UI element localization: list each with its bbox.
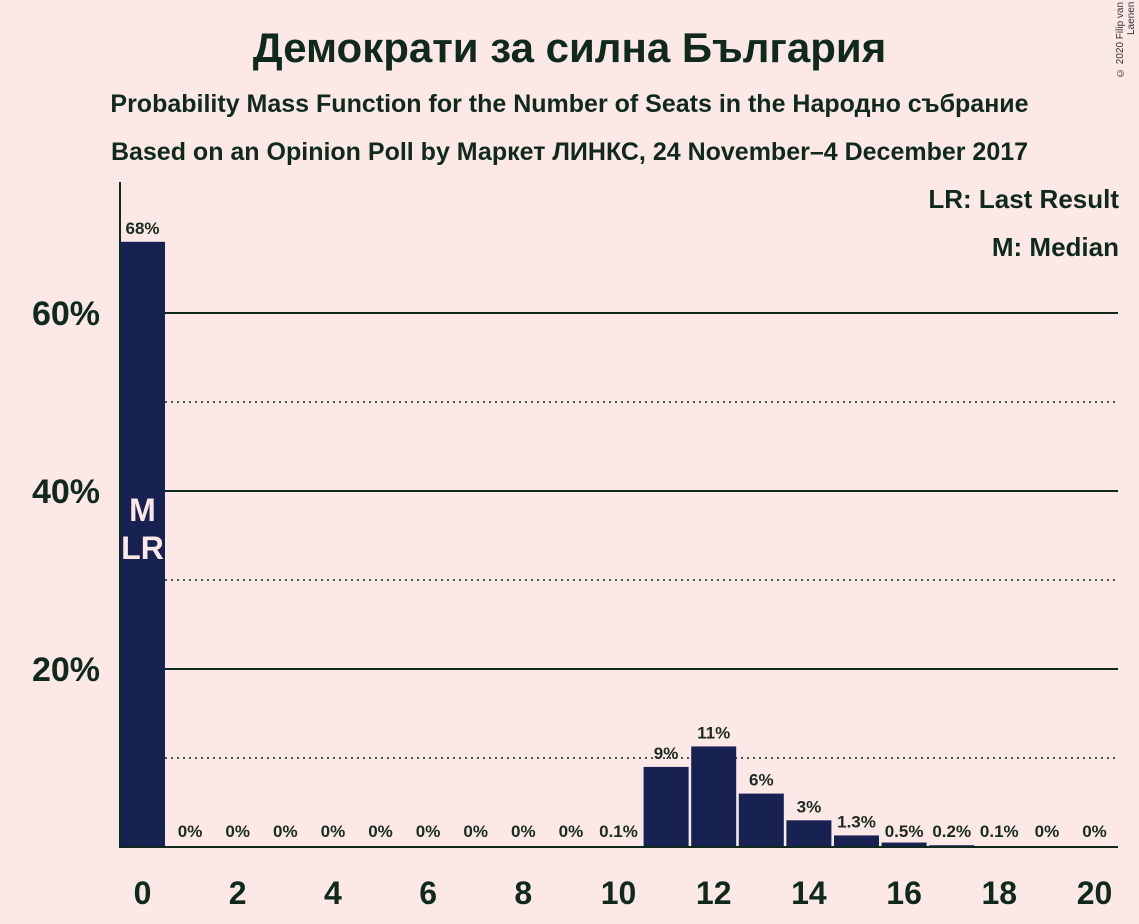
chart-source-subtitle: Based on an Opinion Poll by Маркет ЛИНКС… [110,138,1029,166]
last-result-marker: LR [121,530,164,566]
x-tick-label: 18 [982,875,1018,911]
data-label: 68% [125,219,159,238]
bar [881,842,927,847]
data-label: 0.1% [980,822,1019,841]
chart-subtitle: Probability Mass Function for the Number… [110,90,1029,118]
data-label: 11% [697,723,730,742]
data-label: 0% [463,822,488,841]
y-tick-label: 40% [32,473,100,511]
data-label: 0% [273,822,298,841]
bar [738,793,784,847]
bar [120,241,165,848]
legend-median: M: Median [991,232,1119,262]
data-label: 0% [416,822,441,841]
x-tick-label: 4 [324,875,342,911]
data-label: 1.3% [837,812,876,831]
data-label: 0% [1035,822,1060,841]
data-label: 0% [225,822,250,841]
data-label: 6% [749,771,774,790]
data-label: 0% [368,822,393,841]
data-label: 0.5% [885,822,924,841]
legend-last-result: LR: Last Result [928,184,1119,214]
median-marker: M [129,492,156,528]
x-tick-label: 12 [696,875,732,911]
data-label: 0% [1082,822,1107,841]
bar [786,820,832,847]
y-tick-label: 20% [32,651,100,689]
x-tick-label: 16 [886,875,922,911]
data-label: 0% [178,822,203,841]
data-label: 0% [321,822,346,841]
x-tick-label: 20 [1077,875,1113,911]
data-label: 9% [654,744,679,763]
bar [691,746,737,847]
data-label: 0.1% [599,822,638,841]
data-label: 0.2% [932,822,971,841]
x-tick-label: 8 [514,875,532,911]
x-tick-label: 6 [419,875,437,911]
x-tick-label: 2 [229,875,247,911]
data-label: 3% [797,797,822,816]
bar [834,835,879,847]
x-tick-label: 10 [601,875,637,911]
data-label: 0% [559,822,584,841]
data-label: 0% [511,822,536,841]
bar [643,766,689,847]
x-tick-label: 14 [791,875,827,911]
x-tick-label: 0 [134,875,152,911]
y-tick-label: 60% [32,295,100,333]
chart-title: Демократи за силна България [252,24,887,71]
